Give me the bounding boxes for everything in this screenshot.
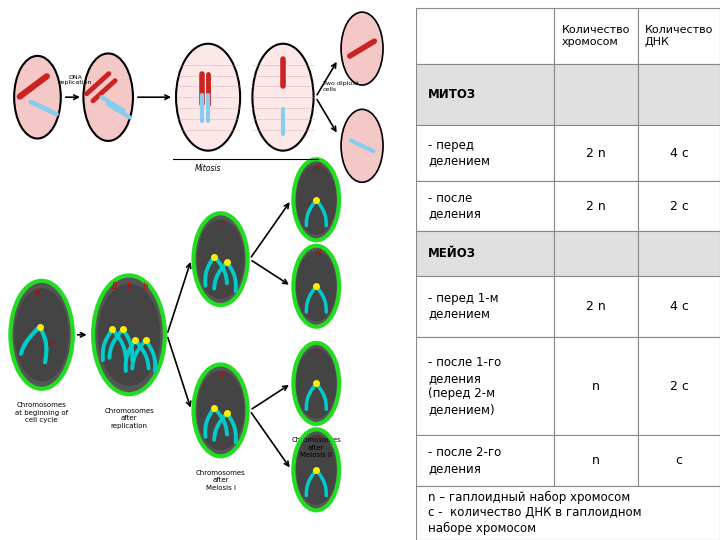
Ellipse shape — [293, 246, 339, 327]
Text: b: b — [48, 339, 53, 348]
Text: Количество
ДНК: Количество ДНК — [645, 25, 714, 47]
Text: Chromosomes
after
replication: Chromosomes after replication — [104, 408, 154, 429]
Text: Chromosomes
after
Meiosis I: Chromosomes after Meiosis I — [196, 470, 246, 491]
Text: - перед
делением: - перед делением — [428, 139, 490, 167]
Bar — [638, 232, 720, 275]
Ellipse shape — [84, 53, 133, 141]
Bar — [554, 64, 638, 125]
Text: 2 с: 2 с — [670, 380, 688, 393]
Ellipse shape — [297, 435, 336, 504]
Text: DNA
replication: DNA replication — [58, 75, 92, 85]
Text: 2 n: 2 n — [586, 200, 606, 213]
Ellipse shape — [297, 165, 336, 234]
Text: b: b — [126, 282, 132, 291]
Ellipse shape — [10, 281, 73, 389]
Ellipse shape — [176, 44, 240, 151]
Bar — [554, 125, 638, 181]
Text: - после
деления: - после деления — [428, 192, 481, 220]
Ellipse shape — [293, 429, 339, 510]
Bar — [638, 435, 720, 486]
Bar — [554, 232, 638, 275]
Text: B: B — [316, 249, 321, 259]
Bar — [416, 232, 554, 275]
Bar — [554, 435, 638, 486]
Bar — [638, 275, 720, 337]
Bar — [638, 64, 720, 125]
Ellipse shape — [293, 159, 339, 240]
Bar — [416, 64, 554, 125]
Text: с: с — [675, 454, 683, 467]
Text: b: b — [316, 433, 321, 442]
Ellipse shape — [341, 109, 383, 183]
Ellipse shape — [194, 213, 248, 305]
Ellipse shape — [93, 275, 165, 394]
Text: n – гаплоидный набор хромосом
с -  количество ДНК в гаплоидном
наборе хромосом: n – гаплоидный набор хромосом с - количе… — [428, 491, 642, 535]
Ellipse shape — [197, 372, 243, 449]
Ellipse shape — [297, 252, 336, 321]
Text: Chromosomes
at beginning of
cell cycle: Chromosomes at beginning of cell cycle — [15, 402, 68, 423]
Bar — [416, 275, 554, 337]
Text: Chromosomes
after
Meiosis II: Chromosomes after Meiosis II — [292, 437, 341, 458]
Text: 2 n: 2 n — [586, 146, 606, 159]
Bar — [554, 275, 638, 337]
Bar — [638, 181, 720, 232]
Ellipse shape — [197, 220, 243, 298]
Bar — [416, 181, 554, 232]
Text: 2 n: 2 n — [586, 300, 606, 313]
Bar — [416, 8, 554, 64]
Ellipse shape — [14, 56, 60, 139]
Bar — [554, 181, 638, 232]
Text: 4 с: 4 с — [670, 146, 688, 159]
Text: n: n — [593, 454, 600, 467]
Bar — [416, 337, 554, 435]
Bar — [554, 337, 638, 435]
Text: n: n — [593, 380, 600, 393]
Text: МЕЙОЗ: МЕЙОЗ — [428, 247, 477, 260]
Text: b: b — [220, 370, 225, 379]
Text: Two diploid
cells: Two diploid cells — [323, 81, 358, 92]
Text: 4 с: 4 с — [670, 300, 688, 313]
Text: - после 1-го
деления
(перед 2-м
делением): - после 1-го деления (перед 2-м делением… — [428, 356, 502, 416]
Ellipse shape — [293, 343, 339, 424]
Bar — [638, 8, 720, 64]
Text: МИТОЗ: МИТОЗ — [428, 88, 477, 101]
Bar — [554, 8, 638, 64]
Text: b: b — [316, 347, 321, 356]
Text: b: b — [220, 219, 225, 228]
Bar — [638, 337, 720, 435]
Text: - после 2-го
деления: - после 2-го деления — [428, 446, 502, 475]
Text: - перед 1-м
делением: - перед 1-м делением — [428, 292, 499, 320]
Ellipse shape — [341, 12, 383, 85]
Ellipse shape — [253, 44, 314, 151]
Bar — [638, 125, 720, 181]
Text: 2 с: 2 с — [670, 200, 688, 213]
Text: Количество
хромосом: Количество хромосом — [562, 25, 631, 47]
Text: B: B — [316, 163, 321, 172]
Bar — [416, 435, 554, 486]
Text: b: b — [143, 282, 148, 291]
Text: B: B — [112, 282, 117, 291]
Ellipse shape — [297, 349, 336, 418]
Bar — [416, 125, 554, 181]
Ellipse shape — [99, 284, 160, 386]
Ellipse shape — [194, 364, 248, 456]
Ellipse shape — [15, 289, 68, 381]
Bar — [416, 486, 720, 540]
Text: Mitosis: Mitosis — [195, 164, 221, 173]
Text: B: B — [35, 289, 40, 298]
